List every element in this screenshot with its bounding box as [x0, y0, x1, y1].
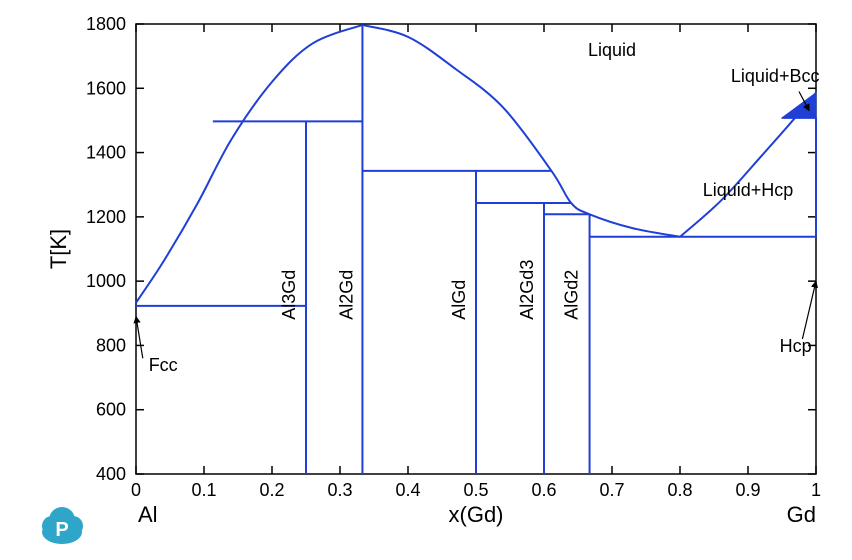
x-tick-label: 0.9 [735, 480, 760, 500]
y-tick-label: 1800 [86, 14, 126, 34]
region-label: Liquid+Hcp [703, 180, 794, 200]
brand-logo: P [42, 507, 83, 544]
end-label-left: Al [138, 502, 158, 527]
region-label: Liquid+Bcc [731, 66, 820, 86]
bcc-triangle [782, 93, 816, 118]
region-label: AlGd2 [561, 270, 581, 320]
y-tick-label: 1000 [86, 271, 126, 291]
liquidus-left [136, 25, 362, 303]
region-label: Fcc [149, 355, 178, 375]
region-label: AlGd [449, 280, 469, 320]
region-label: Al3Gd [279, 270, 299, 320]
x-tick-label: 0.5 [463, 480, 488, 500]
y-tick-label: 1400 [86, 143, 126, 163]
y-tick-label: 1600 [86, 78, 126, 98]
x-tick-label: 0.1 [191, 480, 216, 500]
y-axis-title: T[K] [46, 229, 71, 269]
x-tick-label: 0 [131, 480, 141, 500]
x-axis-title: x(Gd) [449, 502, 504, 527]
region-label: Al2Gd [336, 270, 356, 320]
x-tick-label: 1 [811, 480, 821, 500]
x-tick-label: 0.3 [327, 480, 352, 500]
region-label: Hcp [780, 336, 812, 356]
region-label: Liquid [588, 40, 636, 60]
brand-logo-letter: P [55, 519, 68, 541]
y-tick-label: 1200 [86, 207, 126, 227]
region-label: Al2Gd3 [517, 260, 537, 320]
pointer-arrow [802, 281, 816, 339]
x-tick-label: 0.7 [599, 480, 624, 500]
x-tick-label: 0.4 [395, 480, 420, 500]
x-tick-label: 0.8 [667, 480, 692, 500]
phase-diagram: 00.10.20.30.40.50.60.70.80.9140060080010… [0, 0, 852, 560]
x-tick-label: 0.2 [259, 480, 284, 500]
y-tick-label: 600 [96, 400, 126, 420]
pointer-arrow [136, 317, 143, 359]
end-label-right: Gd [787, 502, 816, 527]
y-tick-label: 800 [96, 335, 126, 355]
x-tick-label: 0.6 [531, 480, 556, 500]
y-tick-label: 400 [96, 464, 126, 484]
